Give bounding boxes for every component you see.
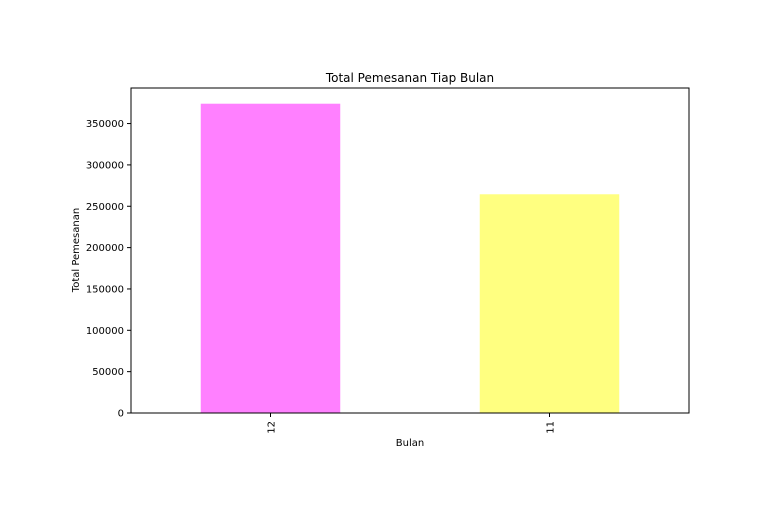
- bars-layer: [200, 103, 620, 414]
- chart-title: Total Pemesanan Tiap Bulan: [325, 71, 494, 85]
- y-tick-label: 0: [118, 409, 124, 420]
- y-tick-label: 150000: [86, 284, 124, 295]
- plot-frame: [130, 87, 690, 414]
- y-axis-title: Total Pemesanan: [71, 208, 82, 293]
- y-tick-label: 350000: [86, 119, 124, 130]
- y-tick-label: 300000: [86, 160, 124, 171]
- x-axis-title: Bulan: [396, 438, 424, 449]
- x-axis: 12 11: [267, 413, 557, 434]
- y-tick-label: 250000: [86, 202, 124, 213]
- x-tick-label: 11: [546, 421, 557, 434]
- y-axis: 0 50000 100000 150000 200000 250000 300000 3500…: [86, 119, 131, 420]
- x-tick-label: 12: [267, 421, 278, 434]
- y-tick-label: 200000: [86, 243, 124, 254]
- bar-12: [200, 103, 341, 414]
- bar-11: [479, 194, 620, 413]
- y-tick-label: 100000: [86, 326, 124, 337]
- y-tick-label: 50000: [92, 367, 124, 378]
